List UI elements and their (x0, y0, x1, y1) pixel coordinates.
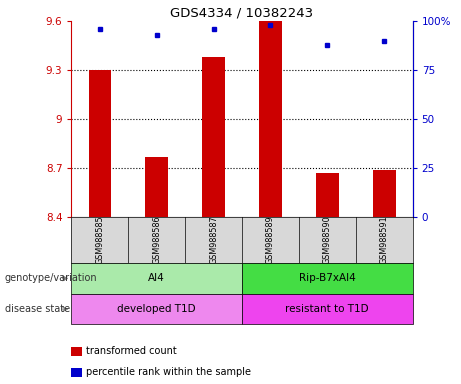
Text: GSM988591: GSM988591 (380, 216, 389, 264)
Text: GSM988586: GSM988586 (152, 216, 161, 264)
Bar (259, 21, 282, 217)
Bar (89, 70, 111, 217)
Bar (316, 173, 339, 217)
Bar (71, 294, 242, 324)
Text: developed T1D: developed T1D (118, 304, 196, 314)
Text: Rip-B7xAI4: Rip-B7xAI4 (299, 273, 356, 283)
Text: AI4: AI4 (148, 273, 165, 283)
Bar (202, 57, 225, 217)
Bar (71, 263, 242, 294)
Text: GSM988590: GSM988590 (323, 216, 332, 264)
Text: GSM988587: GSM988587 (209, 216, 218, 264)
Bar (373, 170, 396, 217)
Title: GDS4334 / 10382243: GDS4334 / 10382243 (171, 7, 313, 20)
Text: percentile rank within the sample: percentile rank within the sample (86, 367, 251, 377)
Text: GSM988589: GSM988589 (266, 216, 275, 264)
Bar (145, 157, 168, 217)
Bar (242, 263, 413, 294)
Text: transformed count: transformed count (86, 346, 177, 356)
Text: resistant to T1D: resistant to T1D (285, 304, 369, 314)
Bar (242, 294, 413, 324)
Text: GSM988585: GSM988585 (95, 216, 104, 264)
Text: disease state: disease state (5, 304, 70, 314)
Text: genotype/variation: genotype/variation (5, 273, 97, 283)
